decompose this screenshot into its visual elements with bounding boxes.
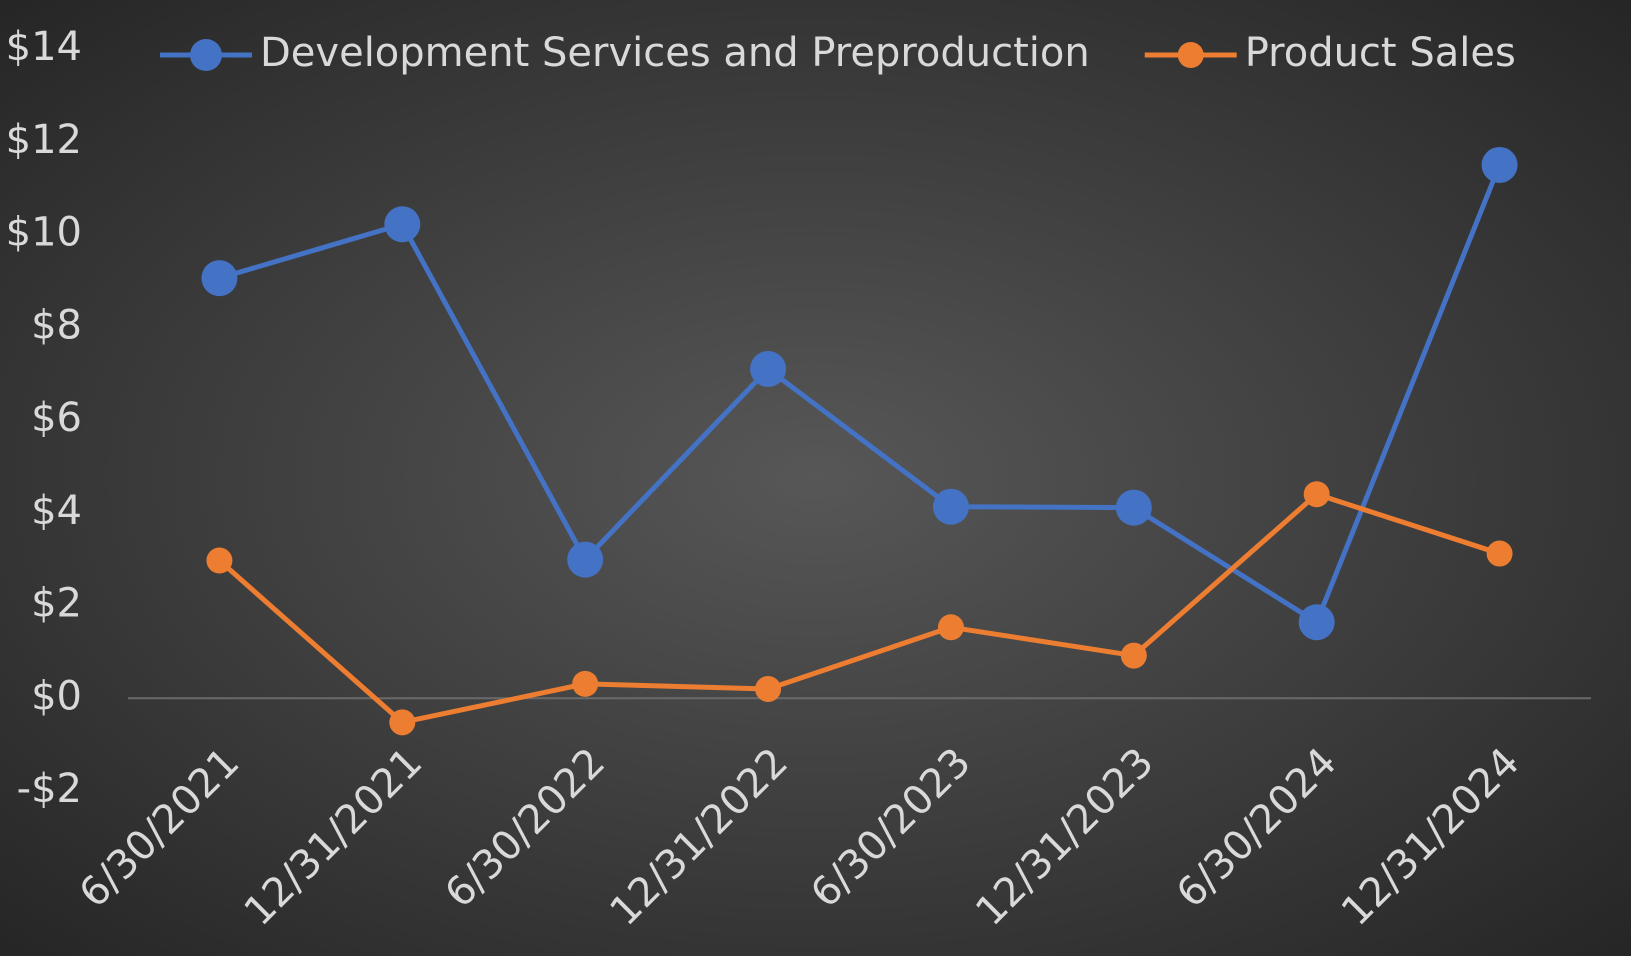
marker	[201, 260, 238, 297]
y-tick-label: $10	[6, 210, 82, 256]
y-tick-label: -$2	[17, 766, 82, 812]
marker	[572, 670, 599, 697]
marker	[1298, 604, 1335, 641]
y-tick-label: $0	[31, 673, 82, 719]
y-tick-label: $6	[31, 395, 82, 441]
y-tick-label: $12	[6, 117, 82, 163]
marker	[389, 709, 416, 736]
marker	[937, 614, 964, 641]
marker	[1120, 642, 1147, 669]
legend-marker	[190, 39, 222, 71]
legend-label: Development Services and Preproduction	[260, 30, 1090, 76]
marker	[750, 350, 787, 387]
marker	[206, 547, 233, 574]
y-tick-label: $4	[31, 488, 82, 534]
legend-label: Product Sales	[1245, 30, 1516, 76]
marker	[1486, 540, 1513, 567]
series-line	[218, 164, 1502, 625]
marker	[932, 488, 969, 525]
legend-marker	[1177, 42, 1204, 68]
marker	[567, 541, 604, 578]
marker	[1115, 489, 1152, 526]
y-tick-label: $8	[31, 302, 82, 348]
y-tick-label: $14	[6, 24, 82, 70]
marker	[384, 206, 421, 243]
marker	[755, 675, 782, 702]
marker	[1481, 146, 1518, 183]
marker	[1303, 481, 1330, 508]
y-tick-label: $2	[31, 581, 82, 627]
series-line	[217, 491, 1501, 725]
